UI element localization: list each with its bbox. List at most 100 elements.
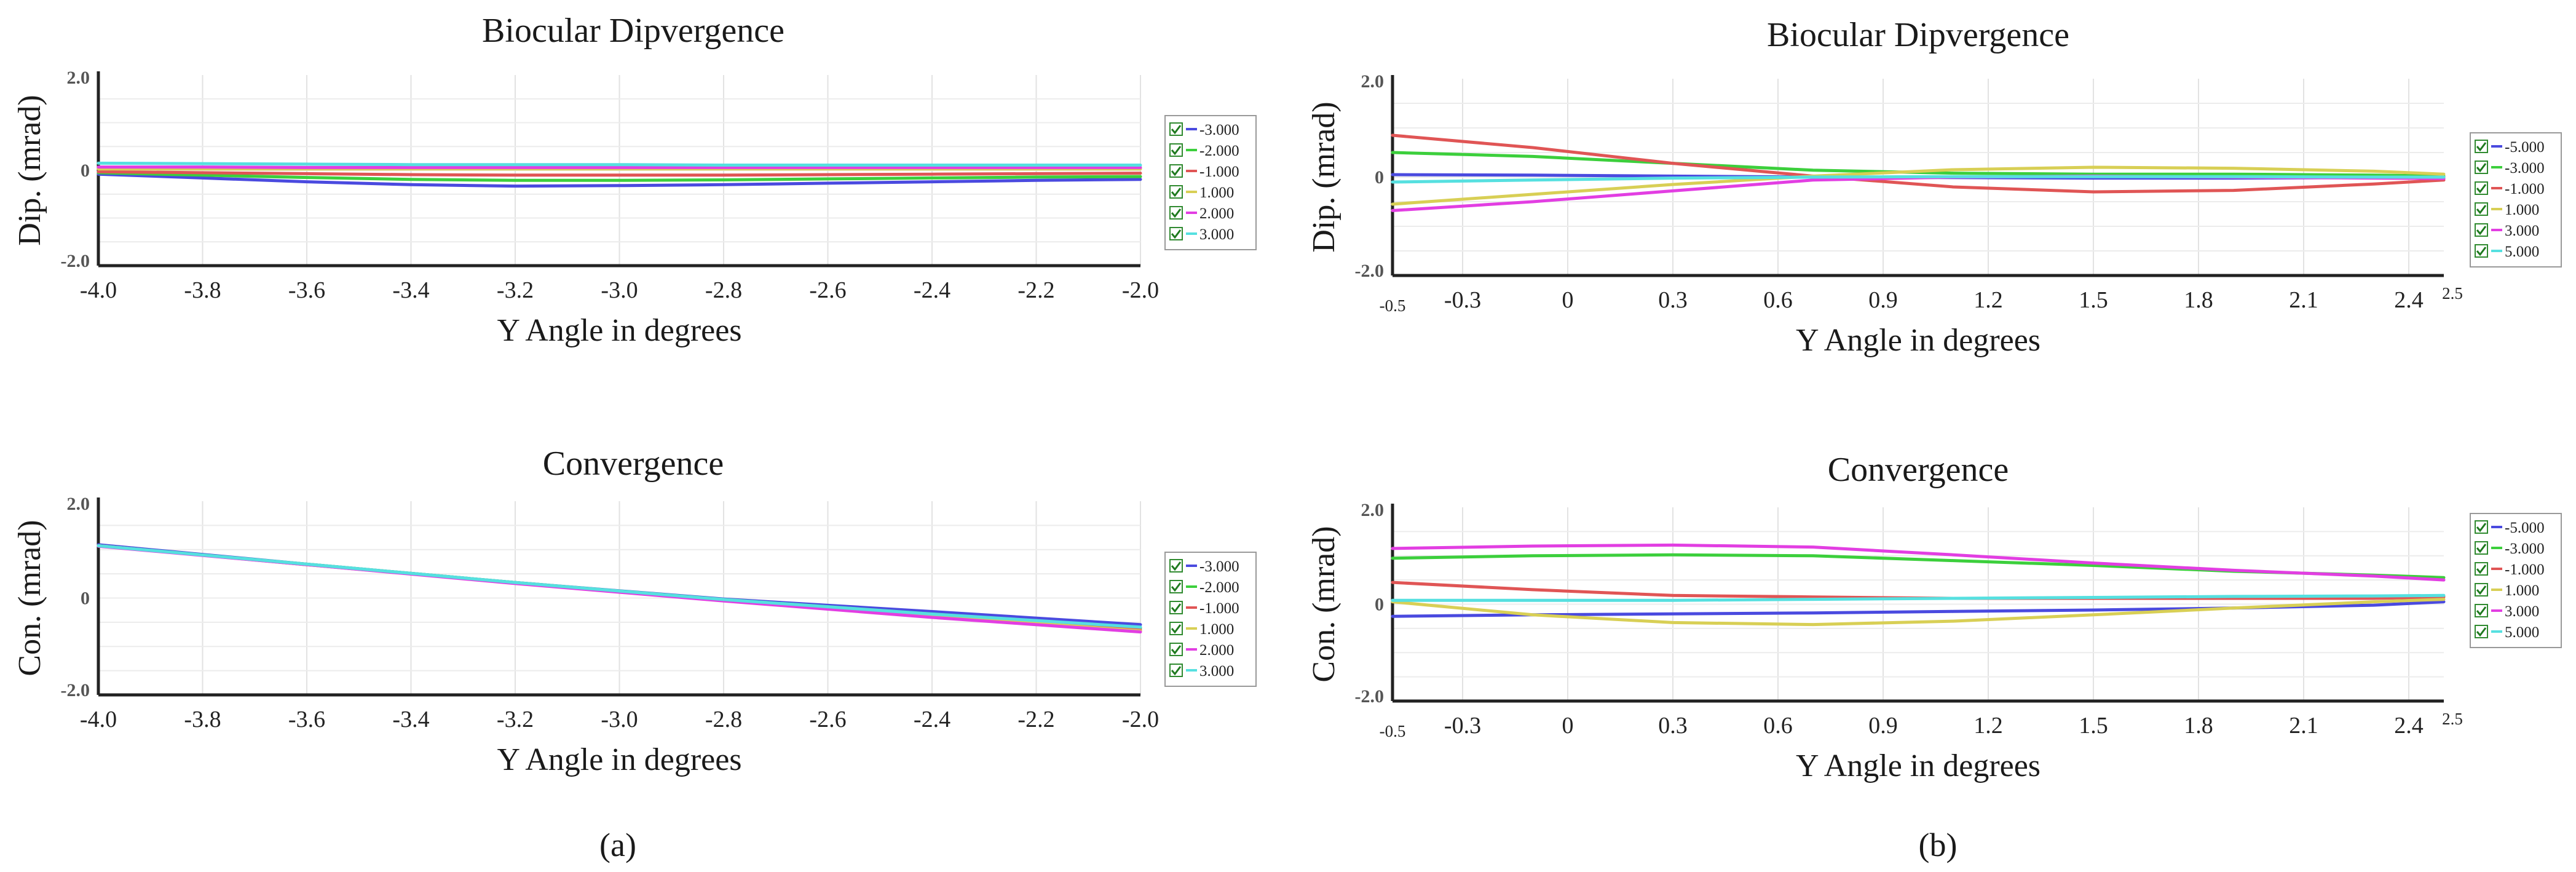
- legend-label: 3.000: [2505, 603, 2539, 620]
- x-tick-label: 1.8: [2184, 287, 2213, 313]
- legend-item[interactable]: 1.000: [1169, 621, 1234, 638]
- x-tick-label: -3.6: [288, 707, 325, 732]
- check-icon: [2476, 544, 2487, 553]
- legend-item[interactable]: 2.000: [1169, 642, 1234, 659]
- series-line: [1391, 598, 2446, 627]
- check-icon: [1171, 624, 1182, 634]
- legend-item[interactable]: 1.000: [2475, 202, 2539, 218]
- check-icon: [2476, 184, 2487, 194]
- legend-item[interactable]: -5.000: [2475, 520, 2545, 536]
- legend-label: 2.000: [1199, 205, 1234, 222]
- x-tick-label: 0.6: [1763, 713, 1793, 739]
- legend-item[interactable]: 5.000: [2475, 244, 2539, 260]
- x-tick-label: -2.4: [914, 277, 950, 303]
- x-tick-label: -2.8: [705, 707, 742, 732]
- check-icon: [1171, 208, 1182, 218]
- check-icon: [2476, 606, 2487, 616]
- x-end-label: 2.5: [2442, 284, 2463, 303]
- legend-label: -1.000: [1199, 164, 1239, 180]
- legend-label: -3.000: [2505, 160, 2545, 176]
- x-tick-label: -4.0: [80, 707, 117, 732]
- x-tick-label: -3.8: [184, 277, 221, 303]
- x-tick-label: 1.8: [2184, 713, 2213, 739]
- legend-item[interactable]: -1.000: [1169, 164, 1239, 180]
- legend-item[interactable]: 2.000: [1169, 205, 1234, 222]
- y-tick-label: -2.0: [61, 251, 90, 271]
- x-tick-label: 0.3: [1658, 287, 1688, 313]
- y-axis-title: Con. (mrad): [12, 520, 47, 676]
- legend-item[interactable]: -1.000: [1169, 600, 1239, 617]
- series-lines: [97, 161, 1142, 188]
- check-icon: [2476, 523, 2487, 533]
- caption-a: (a): [599, 826, 636, 863]
- check-icon: [2476, 627, 2487, 637]
- chart-b-bottom: Convergence 2.0 0 -2.0 -0.3 0 0.3 0.6 0.9 1.2 1.5 1…: [1306, 451, 2562, 783]
- x-tick-label: -3.6: [288, 277, 325, 303]
- check-icon: [2476, 226, 2487, 236]
- legend-item[interactable]: -2.000: [1169, 143, 1239, 159]
- chart-b-top: Biocular Dipvergence 2.0 0 -2.0 -0.3 0 0.3 0.6 0…: [1306, 16, 2562, 358]
- legend-item[interactable]: -3.000: [2475, 160, 2545, 176]
- y-tick-label: 0: [1375, 595, 1384, 615]
- x-tick-label: 0.6: [1763, 287, 1793, 313]
- legend-label: 3.000: [1199, 226, 1234, 243]
- legend-item[interactable]: -3.000: [1169, 558, 1239, 575]
- chart-title: Convergence: [543, 445, 724, 483]
- y-tick-label: 0: [81, 589, 90, 609]
- legend-item[interactable]: -1.000: [2475, 181, 2545, 197]
- x-end-label: -0.5: [1380, 722, 1406, 740]
- legend-item[interactable]: -3.000: [2475, 541, 2545, 557]
- y-tick-label: 2.0: [1361, 500, 1385, 520]
- series-lines: [1391, 543, 2446, 627]
- legend-item[interactable]: -3.000: [1169, 122, 1239, 138]
- legend-label: -5.000: [2505, 139, 2545, 156]
- legend-label: 5.000: [2505, 244, 2539, 260]
- x-tick-label: 0: [1562, 713, 1574, 739]
- check-icon: [2476, 205, 2487, 215]
- series-line: [1391, 175, 2446, 184]
- legend-item[interactable]: 5.000: [2475, 624, 2539, 641]
- x-axis-title: Y Angle in degrees: [1796, 323, 2041, 358]
- legend-label: 3.000: [2505, 223, 2539, 239]
- check-icon: [1171, 561, 1182, 571]
- x-tick-label: -3.2: [497, 707, 534, 732]
- legend-item[interactable]: 1.000: [2475, 582, 2539, 599]
- series-lines: [97, 543, 1142, 634]
- x-tick-label: 0.3: [1658, 713, 1688, 739]
- x-tick-label: 2.4: [2394, 713, 2424, 739]
- x-tick-label: -2.8: [705, 277, 742, 303]
- x-tick-label: -3.2: [497, 277, 534, 303]
- legend-item[interactable]: 1.000: [1169, 184, 1234, 201]
- series-line: [97, 172, 1142, 188]
- series-line: [1391, 543, 2446, 582]
- legend-label: 3.000: [1199, 663, 1234, 680]
- check-icon: [2476, 565, 2487, 574]
- series-lines: [1391, 133, 2446, 212]
- y-axis-title: Dip. (mrad): [1306, 101, 1341, 252]
- legend-item[interactable]: 3.000: [1169, 663, 1234, 680]
- check-icon: [1171, 125, 1182, 135]
- legend-label: -3.000: [2505, 541, 2545, 557]
- legend-item[interactable]: -5.000: [2475, 139, 2545, 156]
- legend-label: 1.000: [1199, 621, 1234, 638]
- y-tick-label: -2.0: [1355, 261, 1385, 281]
- x-tick-label: -2.2: [1017, 277, 1054, 303]
- legend-label: -3.000: [1199, 122, 1239, 138]
- caption-b: (b): [1919, 826, 1958, 863]
- x-tick-label: 1.2: [1973, 713, 2003, 739]
- legend-label: 5.000: [2505, 624, 2539, 641]
- legend-item[interactable]: -2.000: [1169, 579, 1239, 596]
- legend-item[interactable]: 3.000: [2475, 223, 2539, 239]
- legend-item[interactable]: 3.000: [2475, 603, 2539, 620]
- legend-item[interactable]: 3.000: [1169, 226, 1234, 243]
- y-tick-label: 2.0: [67, 68, 90, 88]
- legend-item[interactable]: -1.000: [2475, 561, 2545, 578]
- gridlines: [98, 501, 1141, 695]
- y-tick-label: 2.0: [67, 494, 90, 514]
- x-tick-label: 2.1: [2289, 287, 2318, 313]
- legend-label: -2.000: [1199, 579, 1239, 596]
- x-axis-title: Y Angle in degrees: [497, 313, 741, 348]
- x-tick-label: -0.3: [1444, 713, 1481, 739]
- x-tick-label: -3.0: [601, 707, 638, 732]
